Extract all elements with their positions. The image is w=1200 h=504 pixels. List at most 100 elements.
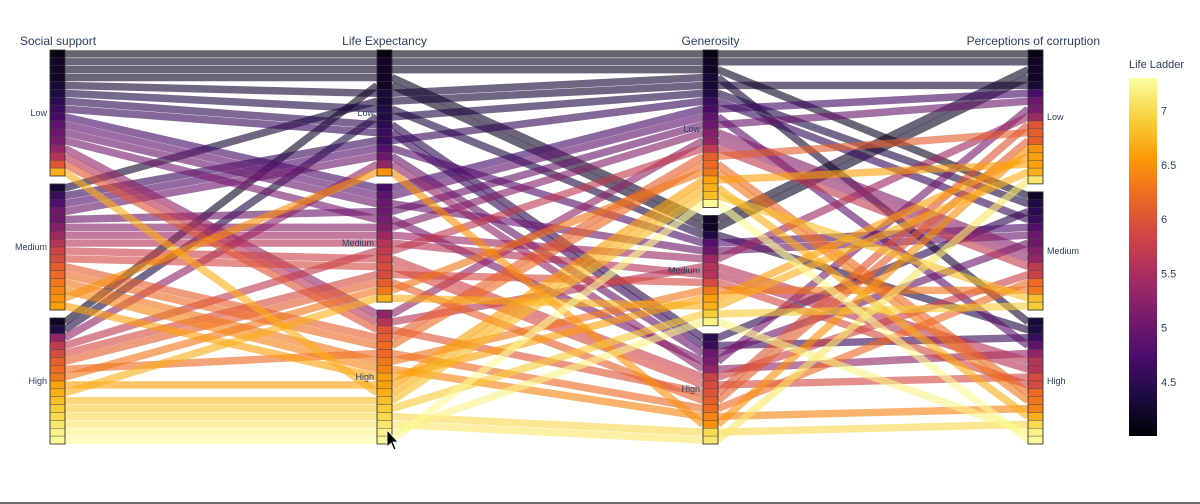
category-path-segment <box>391 97 704 145</box>
category-bar[interactable] <box>49 317 66 445</box>
category-path-segment <box>717 160 1029 184</box>
category-label: High <box>28 376 47 386</box>
category-bar-stripe <box>376 199 393 208</box>
category-bar[interactable] <box>49 183 66 311</box>
category-bar-stripe <box>376 317 393 327</box>
category-path-segment <box>391 105 704 192</box>
category-path-segment <box>716 278 1030 413</box>
category-bar-stripe <box>49 420 66 429</box>
category-bar-stripe <box>49 120 66 129</box>
category-bar-stripe <box>49 167 66 177</box>
category-bar-stripe <box>376 136 393 145</box>
category-bar-stripe <box>1027 372 1044 382</box>
category-bar[interactable] <box>376 183 393 303</box>
category-path-segment <box>715 161 1031 396</box>
category-path-segment <box>64 97 378 129</box>
category-bar-stripe <box>1027 333 1044 342</box>
category-bar-stripe <box>1027 81 1044 90</box>
category-bar-stripe <box>49 365 66 374</box>
category-bar-stripe <box>702 404 719 413</box>
category-bar[interactable] <box>702 215 719 327</box>
category-path-segment <box>62 82 380 325</box>
category-bar[interactable] <box>1027 191 1044 311</box>
category-bar-stripe <box>376 81 393 90</box>
category-bar-stripe <box>376 89 393 98</box>
category-bar-stripe <box>49 231 66 240</box>
category-path-segment <box>389 184 706 396</box>
category-path-segment <box>715 177 1031 443</box>
category-bar-stripe <box>702 286 719 295</box>
category-bar[interactable] <box>376 309 393 445</box>
category-bar-stripe <box>1027 57 1044 66</box>
category-bar-stripe <box>49 104 66 114</box>
category-path-segment <box>716 152 1030 302</box>
category-bar[interactable] <box>1027 317 1044 445</box>
category-bar[interactable] <box>702 333 719 445</box>
category-bar-stripe <box>702 49 719 59</box>
category-path-segment <box>391 365 704 421</box>
category-bar-stripe <box>376 412 393 421</box>
category-bar[interactable] <box>49 49 66 177</box>
category-bar-stripe <box>1027 65 1044 74</box>
category-bar-stripe <box>49 49 66 59</box>
category-path-segment <box>390 153 705 341</box>
category-bar-stripe <box>376 349 393 358</box>
category-bar-stripe <box>49 136 66 145</box>
category-bar-stripe <box>702 144 719 153</box>
category-path-segment <box>716 137 1030 263</box>
category-label: Medium <box>15 242 47 252</box>
category-bar-stripe <box>1027 317 1044 327</box>
category-bar-stripe <box>49 404 66 413</box>
category-bar-stripe <box>376 231 393 240</box>
category-bar-stripe <box>702 333 719 342</box>
colorbar-tick-label: 5 <box>1161 323 1167 335</box>
category-bar-stripe <box>702 317 719 326</box>
category-bar-stripe <box>1027 97 1044 106</box>
category-path-segment <box>389 192 706 404</box>
category-bar-stripe <box>376 97 393 106</box>
category-bar[interactable] <box>1027 49 1044 185</box>
category-bars <box>49 49 1044 445</box>
category-bar-stripe <box>1027 231 1044 240</box>
category-bar-stripe <box>1027 120 1044 129</box>
category-bar-stripe <box>376 262 393 271</box>
category-bar-stripe <box>376 215 393 224</box>
category-bar-stripe <box>1027 175 1044 185</box>
category-bar-stripe <box>1027 357 1044 366</box>
category-bar-stripe <box>49 246 66 256</box>
category-label: High <box>1047 376 1066 386</box>
category-bar-stripe <box>1027 152 1044 161</box>
category-bar-stripe <box>376 112 393 122</box>
category-path-segment <box>716 144 1030 271</box>
category-bar-stripe <box>49 294 66 303</box>
category-path-segment <box>64 207 378 224</box>
dimension-title: Perceptions of corruption <box>967 34 1100 48</box>
category-bar-stripe <box>49 388 66 397</box>
category-bar-stripe <box>49 372 66 382</box>
category-bar-stripe <box>49 286 66 295</box>
category-path-segment <box>391 81 704 105</box>
category-path-segment <box>64 89 378 113</box>
category-bar-stripe <box>702 73 719 82</box>
category-bar-stripe <box>1027 349 1044 358</box>
dimension-title: Social support <box>20 34 97 48</box>
category-bar-stripe <box>49 262 66 271</box>
category-bar[interactable] <box>376 49 393 177</box>
category-bar-stripe <box>702 420 719 429</box>
category-bar-stripe <box>49 357 66 366</box>
category-bar-stripe <box>376 57 393 66</box>
category-bar-stripe <box>702 89 719 98</box>
category-bar-stripe <box>1027 294 1044 303</box>
category-bar-stripe <box>49 144 66 153</box>
colorbar-title: Life Ladder <box>1129 59 1184 71</box>
category-bar[interactable] <box>702 49 719 208</box>
category-bar-stripe <box>1027 286 1044 295</box>
category-path-segment <box>64 121 378 200</box>
category-bar-stripe <box>49 112 66 122</box>
category-label: High <box>681 384 700 394</box>
category-bar-stripe <box>1027 262 1044 271</box>
category-path-segment <box>389 161 706 373</box>
category-bar-stripe <box>376 238 393 248</box>
category-bar-stripe <box>1027 365 1044 374</box>
